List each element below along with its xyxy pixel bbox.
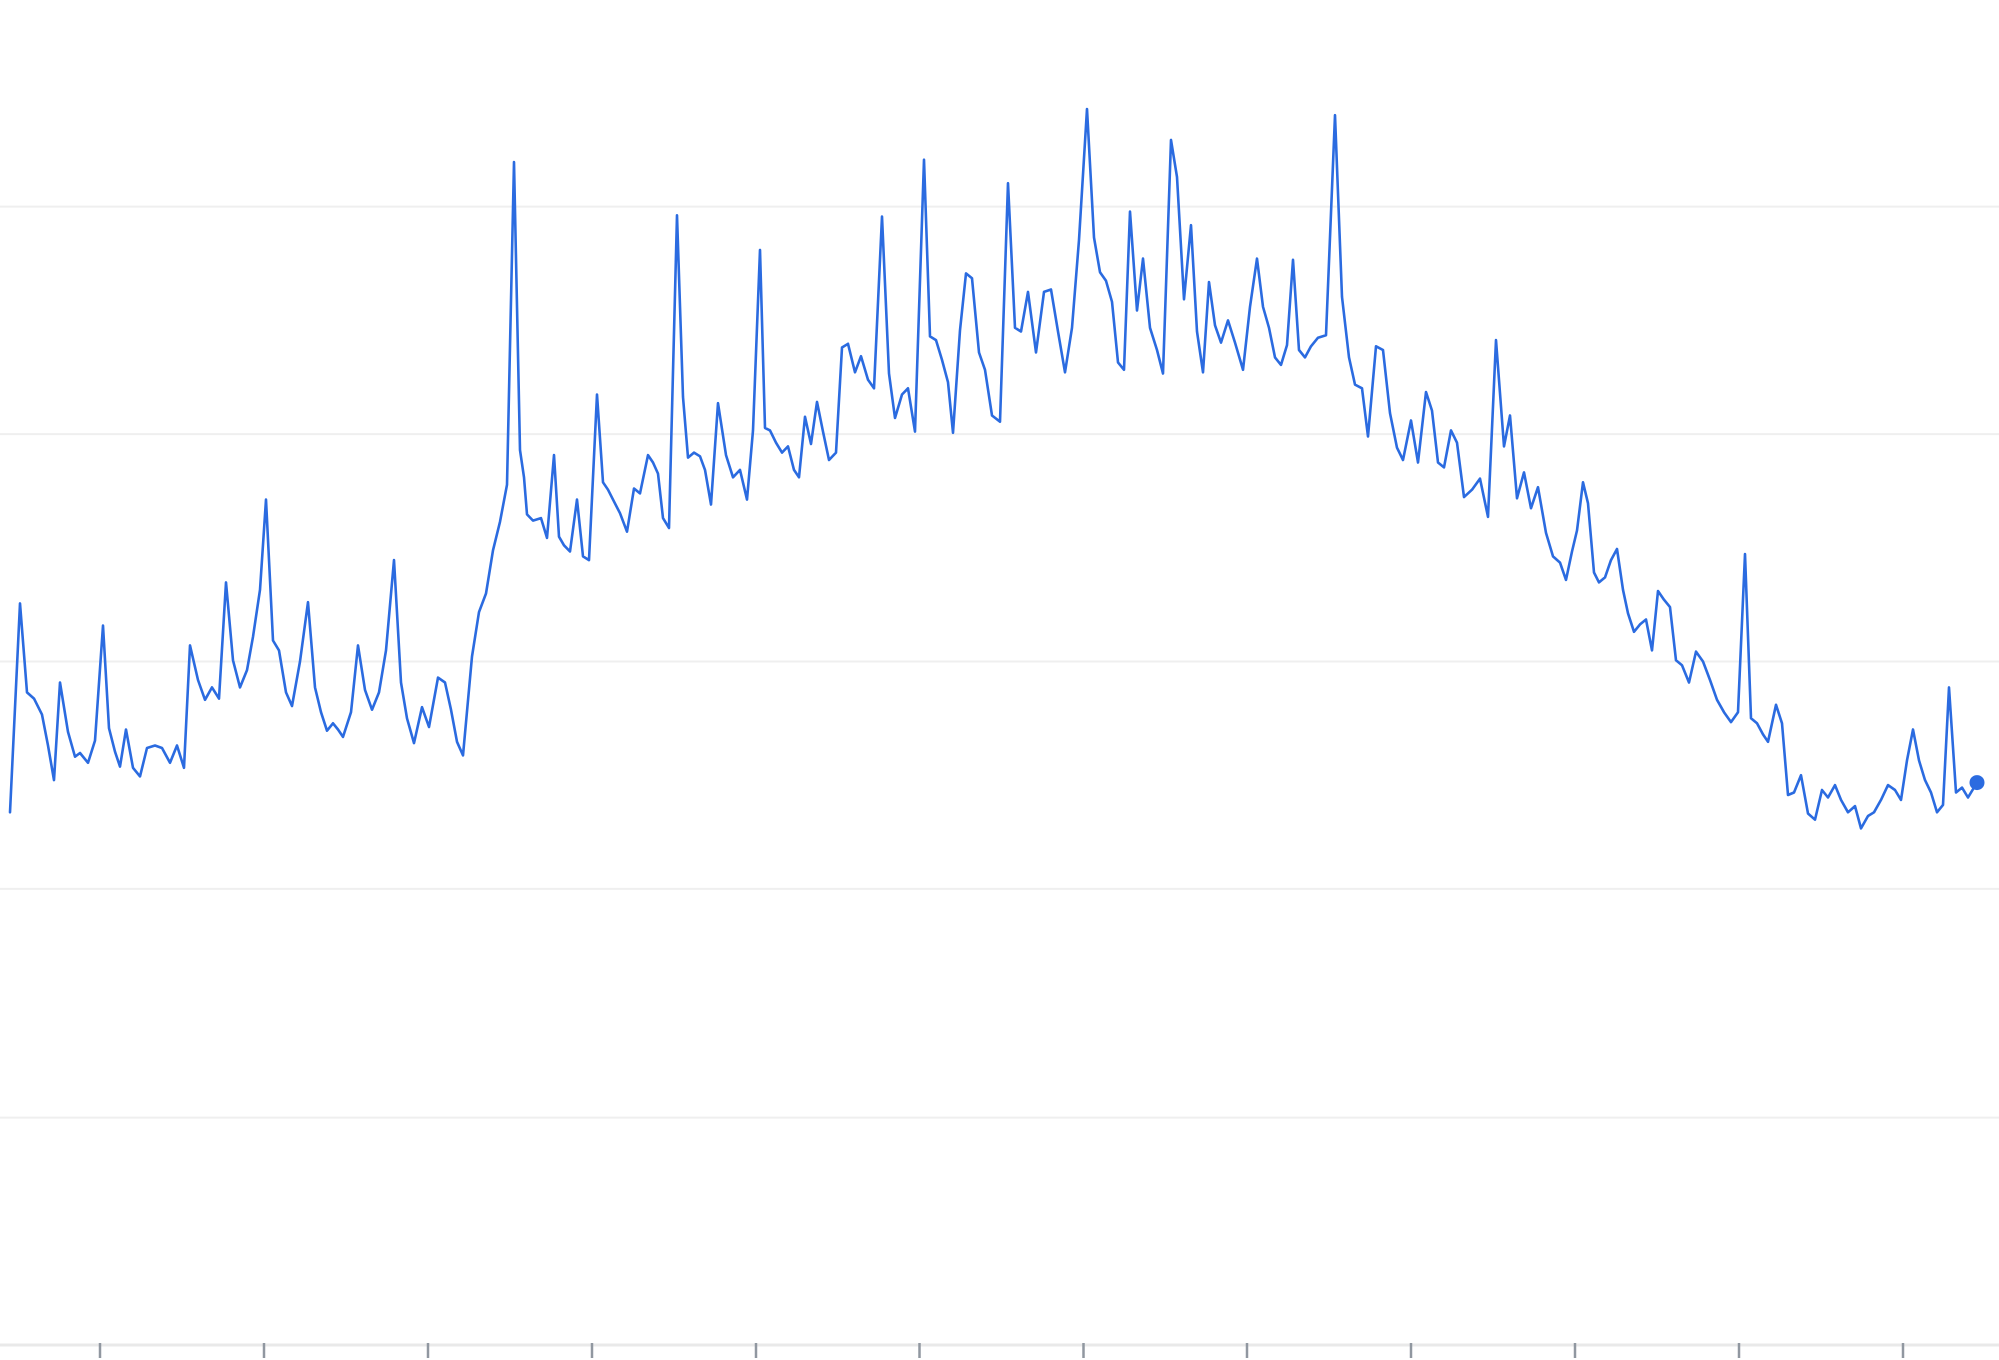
trend-polyline bbox=[8, 107, 1979, 830]
latest-point-dot[interactable] bbox=[1969, 775, 1985, 791]
